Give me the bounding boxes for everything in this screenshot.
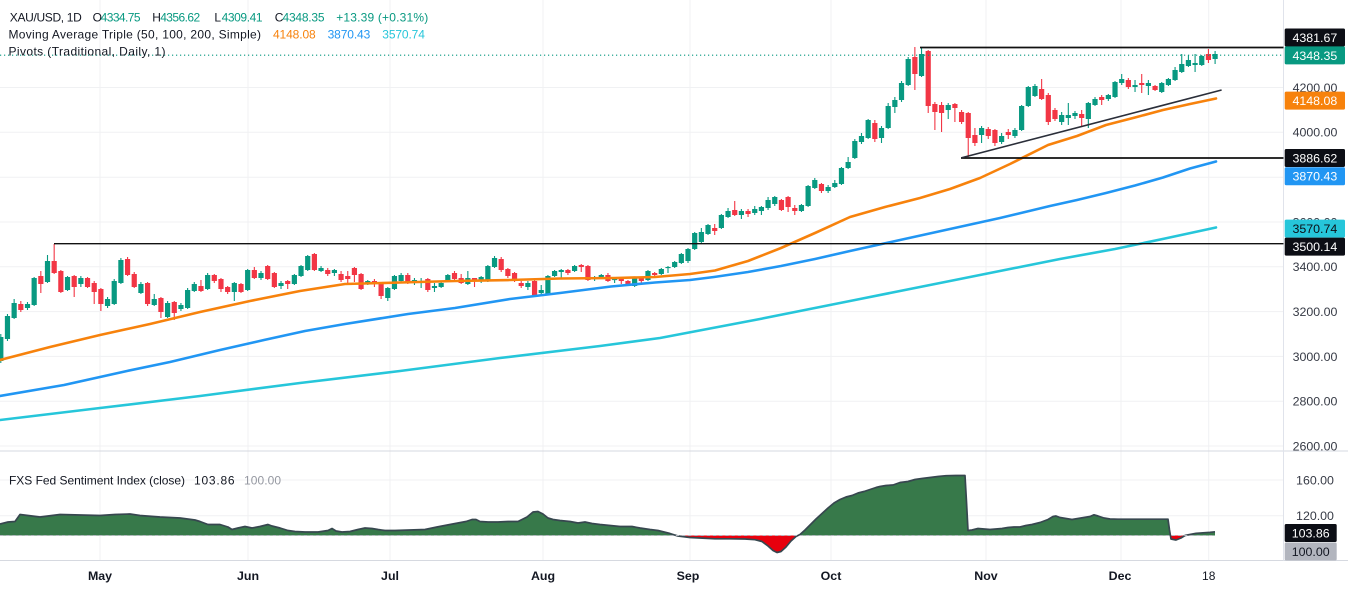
svg-text:3870.43: 3870.43 — [328, 28, 371, 42]
svg-text:120.00: 120.00 — [1296, 509, 1334, 523]
svg-text:Moving Average Triple (50, 100: Moving Average Triple (50, 100, 200, Sim… — [9, 28, 262, 42]
svg-text:4148.08: 4148.08 — [1292, 94, 1337, 108]
svg-text:O: O — [93, 10, 102, 24]
svg-text:3570.74: 3570.74 — [1292, 222, 1337, 236]
svg-text:H: H — [152, 10, 161, 24]
svg-text:2800.00: 2800.00 — [1293, 395, 1338, 409]
svg-text:Jul: Jul — [381, 569, 399, 583]
svg-text:+13.39 (+0.31%): +13.39 (+0.31%) — [336, 10, 428, 24]
svg-text:4348.35: 4348.35 — [1292, 49, 1337, 63]
svg-text:Nov: Nov — [974, 569, 998, 583]
svg-text:103.86: 103.86 — [194, 473, 235, 487]
svg-text:Jun: Jun — [237, 569, 259, 583]
svg-text:4348.35: 4348.35 — [283, 10, 325, 24]
svg-text:103.86: 103.86 — [1292, 526, 1330, 540]
svg-text:3886.62: 3886.62 — [1292, 151, 1337, 165]
svg-text:4309.41: 4309.41 — [222, 10, 263, 24]
svg-text:3200.00: 3200.00 — [1293, 305, 1338, 319]
svg-text:100.00: 100.00 — [244, 473, 281, 487]
svg-text:160.00: 160.00 — [1296, 473, 1334, 487]
svg-text:Dec: Dec — [1109, 569, 1132, 583]
svg-text:18: 18 — [1202, 569, 1216, 583]
svg-text:May: May — [88, 569, 112, 583]
svg-text:4148.08: 4148.08 — [273, 28, 316, 42]
svg-text:Aug: Aug — [531, 569, 555, 583]
svg-text:3400.00: 3400.00 — [1293, 260, 1338, 274]
svg-text:4000.00: 4000.00 — [1293, 126, 1338, 140]
svg-text:3500.14: 3500.14 — [1292, 240, 1337, 254]
svg-text:4356.62: 4356.62 — [160, 10, 200, 24]
svg-text:4200.00: 4200.00 — [1293, 81, 1338, 95]
svg-text:L: L — [214, 10, 221, 24]
svg-text:Pivots (Traditional, Daily, 1): Pivots (Traditional, Daily, 1) — [9, 45, 166, 59]
svg-text:100.00: 100.00 — [1292, 545, 1330, 559]
svg-text:Oct: Oct — [821, 569, 842, 583]
svg-text:XAU/USD, 1D: XAU/USD, 1D — [10, 10, 82, 24]
svg-text:3570.74: 3570.74 — [382, 28, 425, 42]
svg-text:C: C — [275, 10, 284, 24]
svg-text:Sep: Sep — [677, 569, 700, 583]
svg-text:3000.00: 3000.00 — [1293, 350, 1338, 364]
svg-text:2600.00: 2600.00 — [1293, 439, 1338, 453]
svg-text:FXS Fed Sentiment Index (close: FXS Fed Sentiment Index (close) — [9, 473, 185, 487]
svg-text:4381.67: 4381.67 — [1292, 31, 1337, 45]
svg-text:4334.75: 4334.75 — [101, 10, 141, 24]
svg-text:3870.43: 3870.43 — [1292, 170, 1337, 184]
